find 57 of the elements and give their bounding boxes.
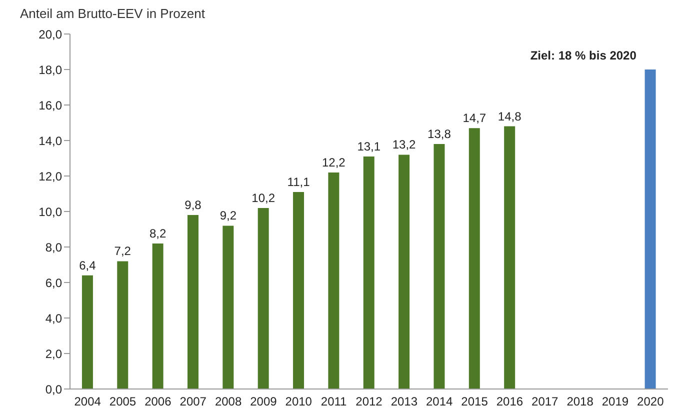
x-tick-label: 2007: [180, 394, 207, 409]
bar: [644, 70, 656, 389]
data-label: 9,8: [184, 198, 202, 212]
y-tick-label: 16,0: [38, 98, 62, 112]
x-tick-label: 2013: [390, 394, 418, 409]
data-label: 14,8: [498, 109, 522, 124]
y-tick-label: 18,0: [38, 62, 62, 77]
y-axis-title: Anteil am Brutto-EEV in Prozent: [20, 6, 205, 21]
y-tick-label: 8,0: [45, 240, 62, 254]
annotation: Ziel: 18 % bis 2020: [530, 48, 637, 62]
data-label: 11,1: [287, 174, 310, 189]
data-label: 6,4: [79, 258, 96, 272]
x-tick-label: 2012: [356, 394, 383, 409]
bar: [82, 275, 93, 389]
bar: [434, 144, 445, 389]
y-tick-label: 20,0: [38, 27, 62, 42]
data-label: 10,2: [252, 190, 276, 205]
data-label: 12,2: [322, 155, 346, 170]
bar: [117, 261, 128, 389]
y-tick-label: 12,0: [38, 169, 62, 184]
x-tick-label: 2016: [496, 394, 524, 409]
x-tick-label: 2019: [602, 394, 629, 409]
y-tick-label: 6,0: [45, 276, 62, 290]
x-tick-label: 2004: [74, 394, 102, 409]
x-tick-label: 2008: [214, 394, 242, 409]
x-tick-label: 2017: [532, 394, 559, 409]
bar: [468, 128, 480, 389]
data-label: 13,8: [428, 127, 452, 142]
y-tick-label: 4,0: [45, 311, 62, 326]
x-tick-label: 2014: [426, 394, 454, 409]
bar: [258, 208, 269, 389]
data-label: 13,1: [357, 139, 381, 154]
y-tick-label: 10,0: [38, 204, 62, 219]
data-label: 8,2: [149, 226, 166, 240]
data-label: 9,2: [220, 208, 237, 223]
bar: [398, 154, 410, 389]
bar: [328, 172, 340, 389]
bar: [293, 192, 304, 389]
x-tick-label: 2011: [320, 394, 348, 409]
y-tick-label: 0,0: [45, 382, 62, 396]
bar: [222, 226, 234, 389]
y-tick-label: 2,0: [45, 346, 62, 361]
x-tick-label: 2010: [285, 394, 312, 409]
data-label: 7,2: [114, 244, 132, 258]
x-tick-label: 2006: [144, 394, 172, 409]
data-label: 14,7: [462, 111, 486, 126]
x-tick-label: 2005: [109, 394, 136, 409]
y-tick-label: 14,0: [38, 134, 62, 148]
bar: [187, 215, 198, 389]
x-tick-label: 2020: [637, 394, 664, 409]
data-label: 13,2: [392, 138, 416, 152]
bar: [363, 156, 374, 389]
x-tick-label: 2018: [566, 394, 594, 409]
bar: [504, 126, 516, 389]
x-tick-label: 2015: [461, 394, 488, 409]
bar: [152, 243, 164, 389]
x-tick-label: 2009: [250, 394, 278, 409]
